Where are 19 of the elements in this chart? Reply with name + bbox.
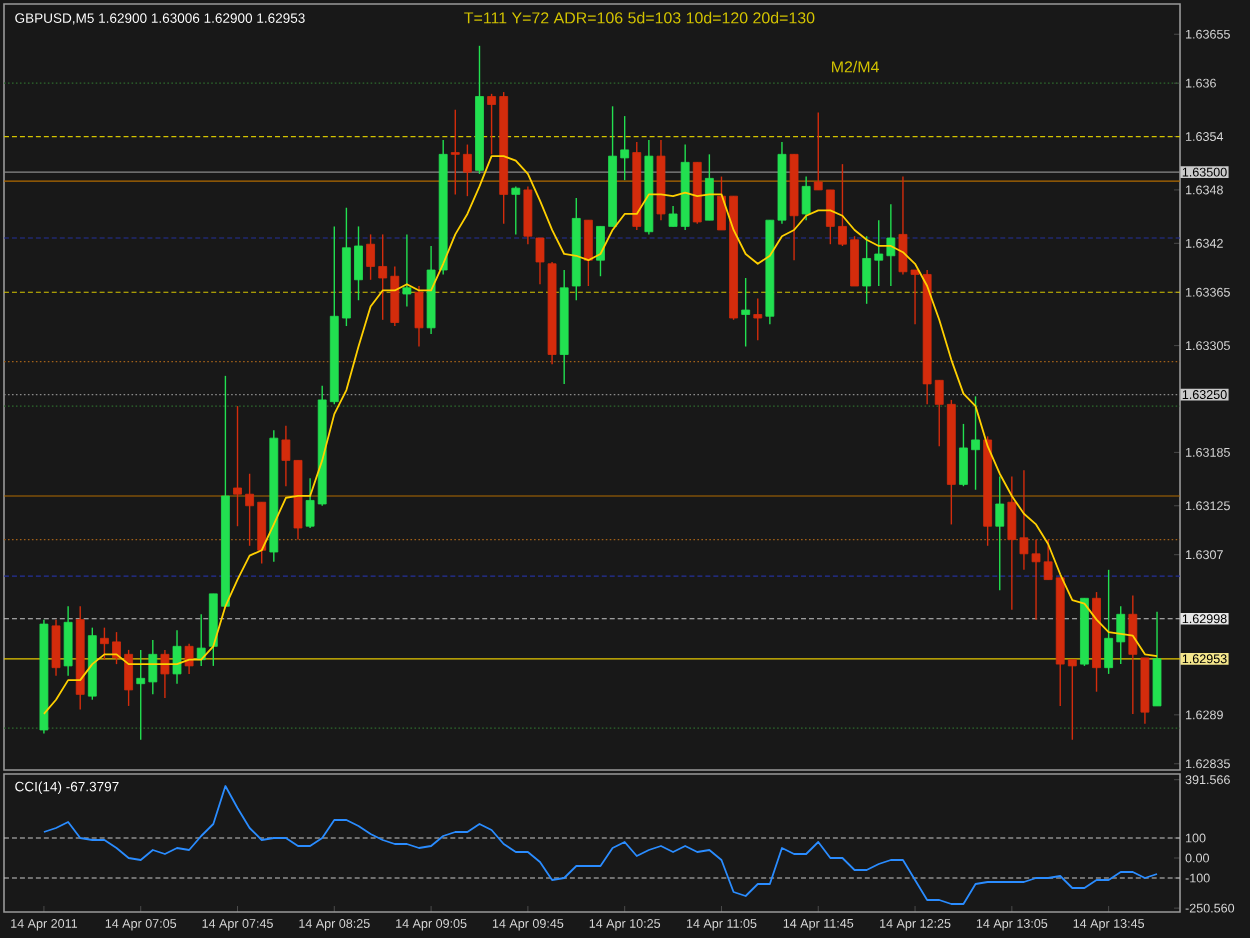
candlestick [753, 297, 763, 341]
candlestick [801, 175, 811, 221]
candlestick [51, 618, 61, 677]
candlestick [172, 629, 182, 685]
candlestick [523, 185, 533, 245]
candlestick [995, 475, 1005, 591]
candlestick [1128, 594, 1138, 715]
candlestick [196, 613, 206, 667]
candlestick [184, 642, 194, 675]
candlestick [63, 605, 73, 677]
candlestick [535, 237, 545, 285]
candlestick [704, 153, 714, 221]
candlestick [583, 219, 593, 287]
candlestick [1152, 610, 1162, 707]
candlestick [402, 233, 412, 308]
candlestick [741, 277, 751, 348]
candlestick [414, 285, 424, 348]
candlestick [160, 649, 170, 699]
candlestick [511, 185, 521, 236]
